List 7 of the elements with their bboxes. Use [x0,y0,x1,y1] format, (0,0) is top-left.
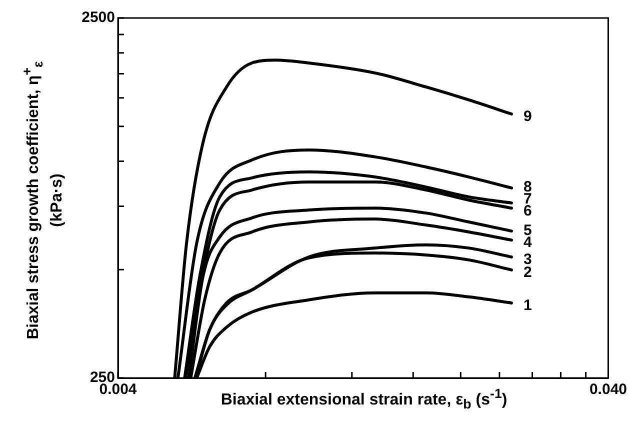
series-label: 1 [524,297,532,314]
series-label: 9 [524,108,532,126]
series-label: 2 [524,264,532,282]
y-tick-label: 2500 [82,9,115,26]
x-tick-label: 0.040 [589,381,628,398]
x-axis-title: Biaxial extensional strain rate, ε$_{b}$ (s$^{-1}$) [220,386,508,412]
series-label: 6 [524,202,532,220]
